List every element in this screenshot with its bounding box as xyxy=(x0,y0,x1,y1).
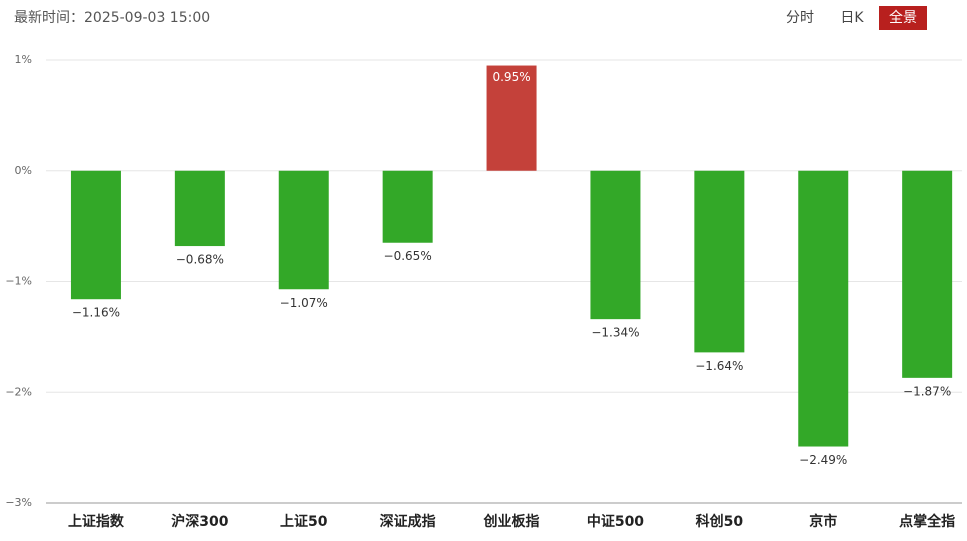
x-tick-label: 沪深300 xyxy=(171,513,228,530)
bar xyxy=(486,65,537,171)
y-tick-label: −2% xyxy=(5,385,32,398)
update-time: 最新时间：2025-09-03 15:00 xyxy=(14,10,210,26)
bar xyxy=(590,170,641,320)
tab-bg[interactable] xyxy=(879,6,927,30)
bar xyxy=(174,170,225,247)
tab[interactable]: 日K xyxy=(840,10,864,26)
y-tick-label: 0% xyxy=(15,164,32,177)
x-tick-label: 中证500 xyxy=(587,513,644,530)
x-tick-label: 科创50 xyxy=(696,513,744,530)
value-label: −1.87% xyxy=(903,384,951,398)
tab[interactable]: 分时 xyxy=(786,10,814,26)
tab[interactable]: 全景 xyxy=(889,9,917,26)
bar xyxy=(694,170,745,353)
x-tick-label: 深证成指 xyxy=(380,513,436,530)
value-label: 0.95% xyxy=(492,70,530,84)
y-tick-label: −1% xyxy=(5,275,32,288)
value-label: −1.07% xyxy=(280,296,328,310)
value-label: −1.64% xyxy=(695,359,743,373)
y-tick-label: 1% xyxy=(15,53,32,66)
x-tick-label: 上证50 xyxy=(280,514,328,530)
bar xyxy=(902,170,953,378)
x-tick-label: 点掌全指 xyxy=(899,513,955,530)
value-label: −0.68% xyxy=(176,253,224,267)
value-label: −1.34% xyxy=(591,326,639,340)
bar xyxy=(70,170,121,300)
x-tick-label: 创业板指 xyxy=(483,513,540,530)
bar xyxy=(798,170,849,447)
value-label: −0.65% xyxy=(384,249,432,263)
bar xyxy=(382,170,433,243)
x-tick-label: 上证指数 xyxy=(68,513,125,530)
bar xyxy=(278,170,329,290)
value-label: −1.16% xyxy=(72,306,120,320)
value-label: −2.49% xyxy=(799,453,847,467)
y-tick-label: −3% xyxy=(5,496,32,509)
x-tick-label: 京市 xyxy=(809,513,837,530)
